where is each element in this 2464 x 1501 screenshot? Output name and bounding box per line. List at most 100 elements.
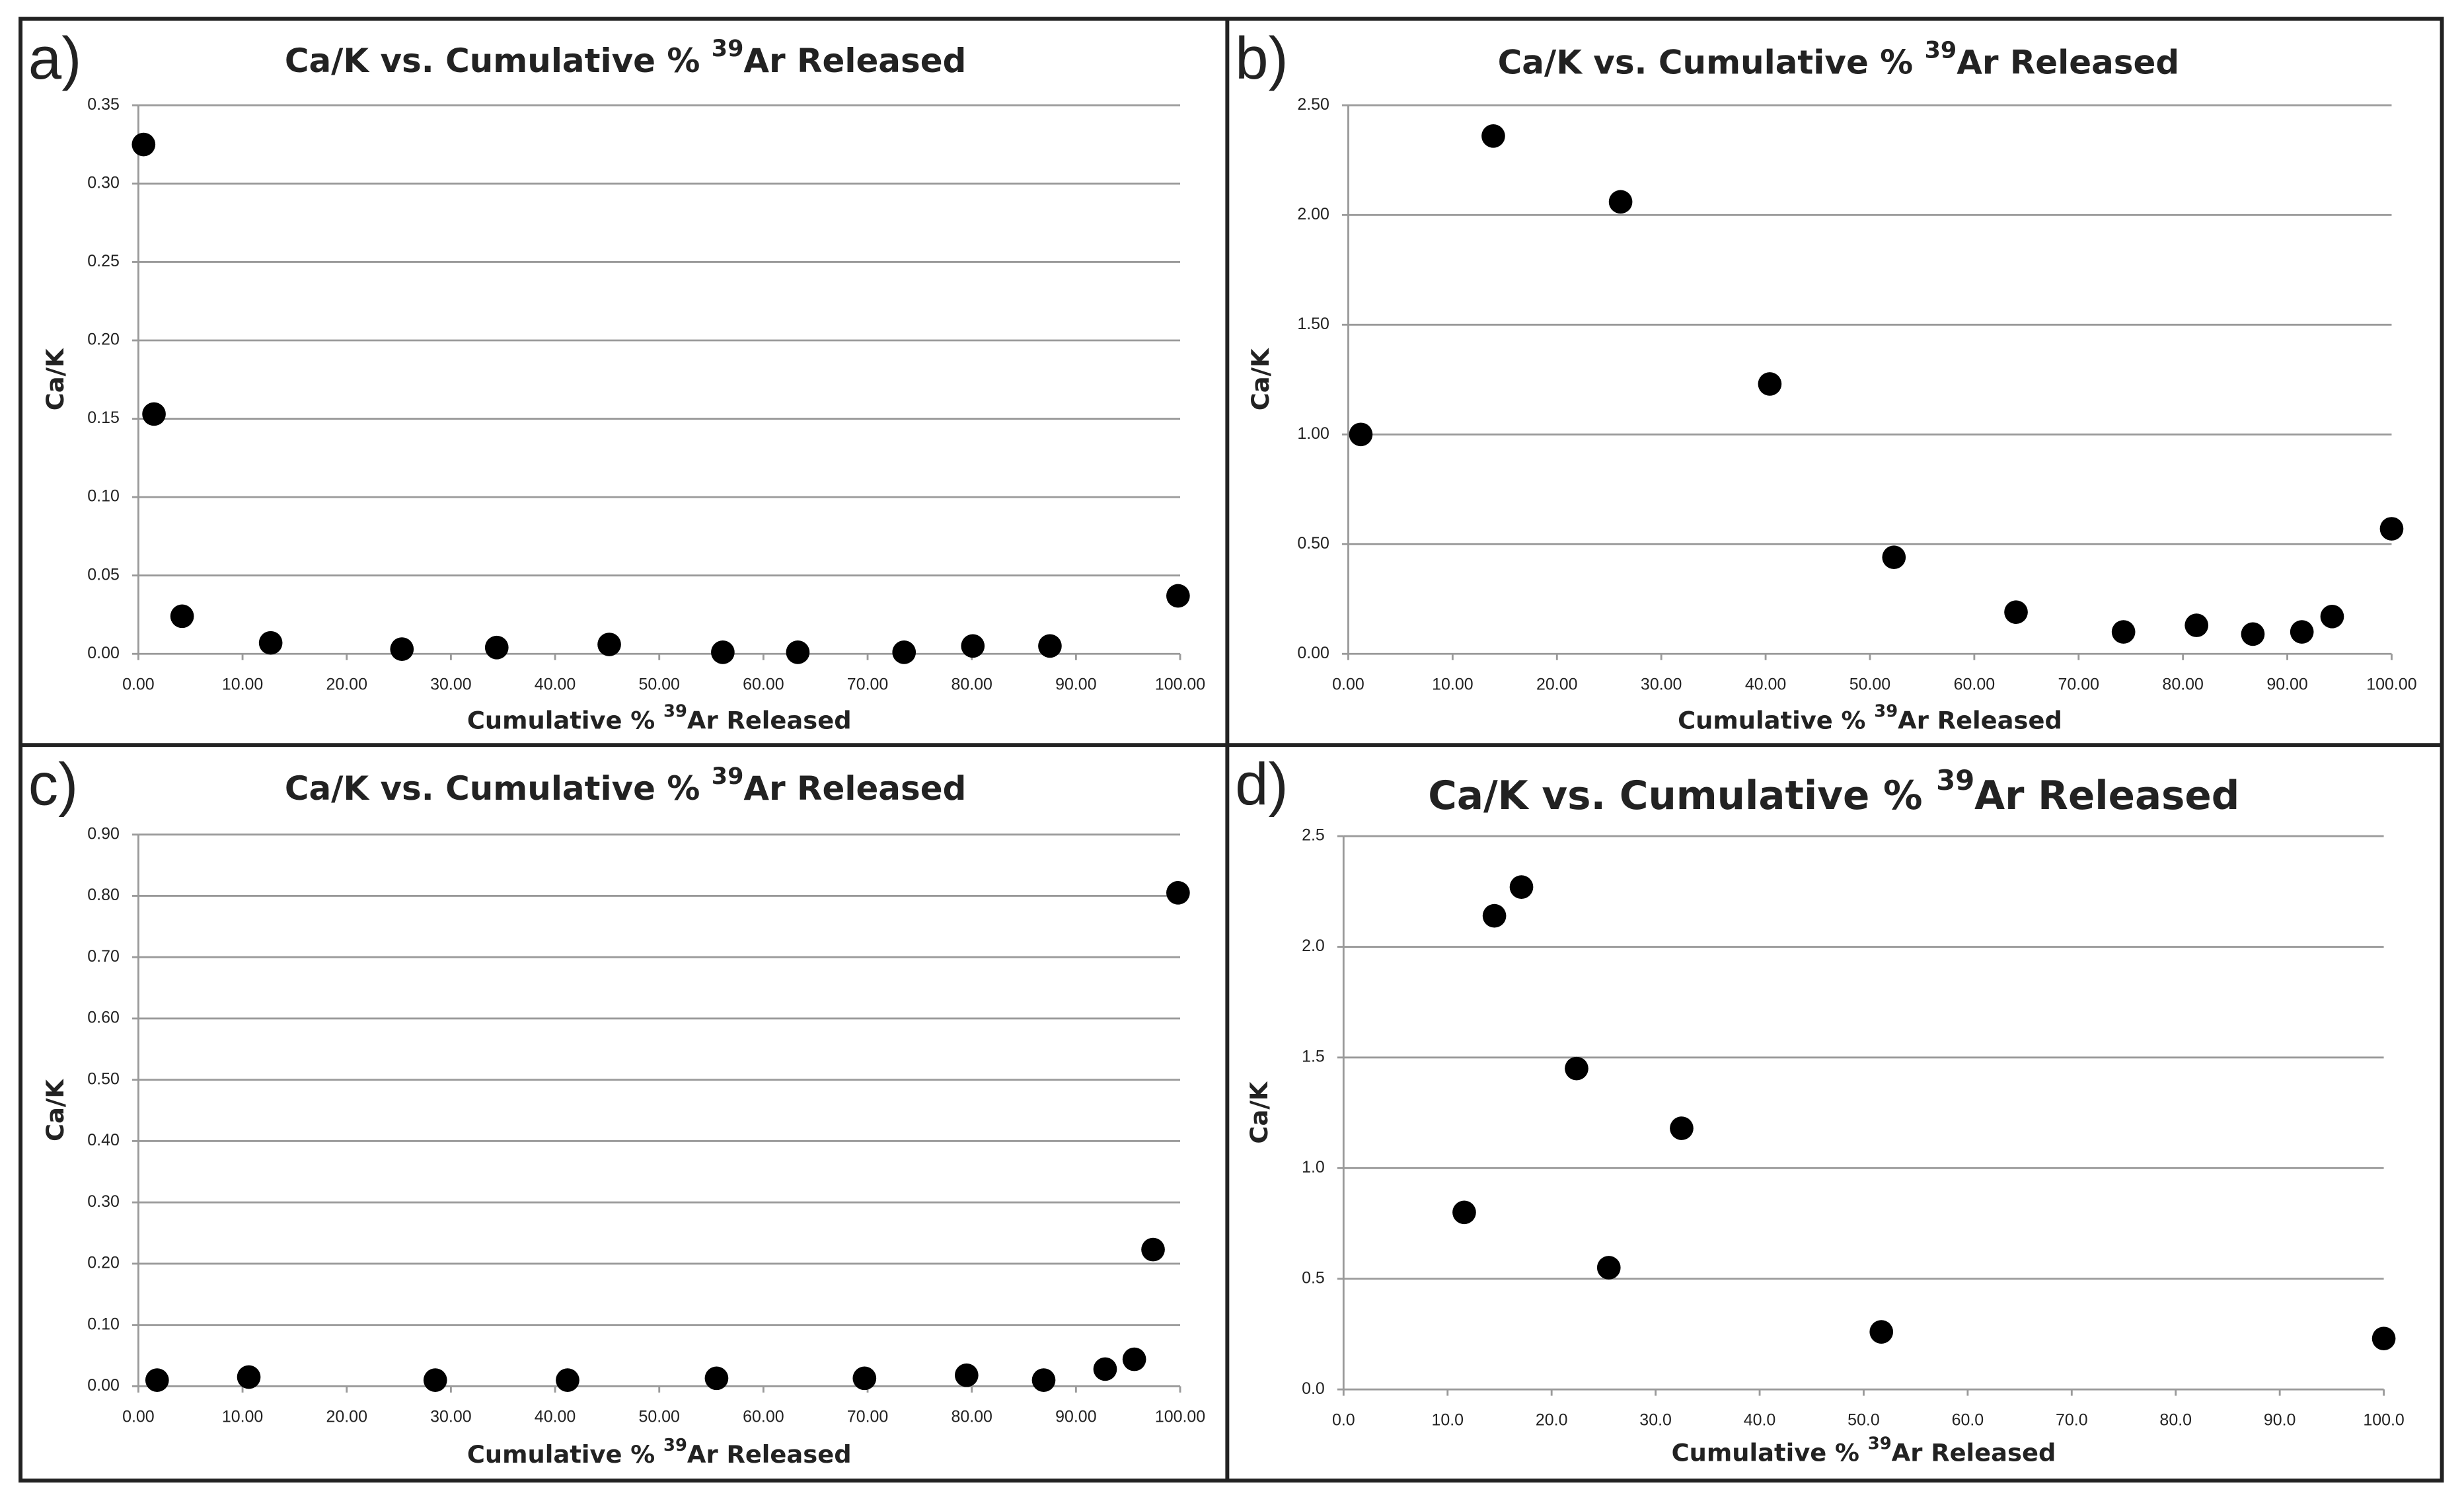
y-tick-label: 0.0 bbox=[1302, 1379, 1325, 1398]
x-tick-label: 20.00 bbox=[326, 1408, 367, 1426]
scatter-point bbox=[2379, 517, 2404, 541]
y-tick-label: 1.50 bbox=[1297, 315, 1329, 333]
scatter-point bbox=[786, 640, 810, 664]
y-tick-label: 0.90 bbox=[87, 824, 120, 843]
scatter-point bbox=[556, 1368, 579, 1392]
chart-title-part: Ar Released bbox=[1957, 43, 2179, 81]
scatter-point bbox=[1482, 904, 1507, 928]
chart-title-part: Ca/K vs. Cumulative % bbox=[1428, 773, 1936, 819]
x-tick-label: 0.00 bbox=[1332, 675, 1364, 693]
chart-title-superscript: 39 bbox=[1925, 37, 1957, 63]
chart-title-part: Ca/K vs. Cumulative % bbox=[285, 42, 712, 80]
x-tick-label: 90.00 bbox=[2266, 675, 2307, 693]
x-tick-label: 100.0 bbox=[2363, 1410, 2404, 1429]
y-tick-label: 0.70 bbox=[87, 947, 120, 966]
x-tick-label: 70.00 bbox=[2058, 675, 2099, 693]
y-tick-label: 0.10 bbox=[87, 1315, 120, 1333]
scatter-point bbox=[1608, 190, 1633, 214]
scatter-point bbox=[1882, 545, 1906, 570]
x-tick-label: 30.0 bbox=[1639, 1410, 1672, 1429]
scatter-point bbox=[131, 132, 156, 157]
chart-title-part: Ar Released bbox=[743, 769, 966, 808]
scatter-point bbox=[1481, 124, 1505, 148]
panel-label: a) bbox=[28, 25, 81, 92]
scatter-point bbox=[2241, 622, 2265, 646]
scatter-point bbox=[1038, 634, 1062, 658]
scatter-point bbox=[1166, 880, 1190, 905]
x-tick-label: 100.00 bbox=[2366, 675, 2416, 693]
x-tick-label: 30.00 bbox=[430, 675, 471, 693]
scatter-point bbox=[954, 1363, 979, 1387]
x-tick-label: 40.00 bbox=[535, 675, 576, 693]
x-tick-label: 0.00 bbox=[122, 675, 155, 693]
scatter-point bbox=[2320, 604, 2344, 629]
y-tick-label: 1.5 bbox=[1302, 1048, 1325, 1066]
x-axis-label-part: Cumulative % bbox=[1672, 1438, 1868, 1467]
chart-title-part: Ar Released bbox=[1974, 773, 2239, 819]
scatter-point bbox=[1122, 1347, 1146, 1371]
scatter-point bbox=[423, 1368, 447, 1392]
x-tick-label: 60.00 bbox=[743, 675, 784, 693]
scatter-point bbox=[1758, 372, 1782, 396]
y-tick-label: 0.05 bbox=[87, 565, 120, 584]
chart-title-superscript: 39 bbox=[712, 763, 744, 790]
scatter-point bbox=[1509, 875, 1534, 899]
x-tick-label: 90.00 bbox=[1055, 675, 1096, 693]
x-axis-label-part: Cumulative % bbox=[467, 706, 663, 734]
y-tick-label: 0.10 bbox=[87, 487, 120, 506]
scatter-point bbox=[237, 1365, 261, 1389]
scatter-point bbox=[484, 635, 509, 660]
y-tick-label: 1.00 bbox=[1297, 424, 1329, 443]
y-tick-label: 2.50 bbox=[1297, 95, 1329, 114]
scatter-point bbox=[2290, 620, 2314, 644]
y-tick-label: 0.50 bbox=[87, 1069, 120, 1088]
y-tick-label: 0.40 bbox=[87, 1131, 120, 1149]
scatter-point bbox=[1869, 1320, 1894, 1344]
chart-title-superscript: 39 bbox=[712, 36, 744, 62]
y-axis-label: Ca/K bbox=[1246, 348, 1275, 410]
scatter-point bbox=[1031, 1368, 1056, 1392]
x-tick-label: 40.00 bbox=[535, 1408, 576, 1426]
x-axis-label: Cumulative % 39Ar Released bbox=[1672, 1434, 2056, 1467]
y-tick-label: 0.50 bbox=[1297, 534, 1329, 553]
scatter-point bbox=[711, 640, 735, 664]
y-tick-label: 0.80 bbox=[87, 886, 120, 904]
x-tick-label: 70.0 bbox=[2056, 1410, 2088, 1429]
y-tick-label: 1.0 bbox=[1302, 1158, 1325, 1176]
x-tick-label: 80.00 bbox=[951, 675, 992, 693]
x-tick-label: 30.00 bbox=[430, 1408, 471, 1426]
x-tick-label: 10.0 bbox=[1431, 1410, 1464, 1429]
x-tick-label: 10.00 bbox=[1432, 675, 1473, 693]
scatter-point bbox=[892, 640, 916, 664]
scatter-point bbox=[2004, 600, 2028, 625]
scatter-point bbox=[258, 631, 283, 655]
x-axis-label: Cumulative % 39Ar Released bbox=[467, 1436, 852, 1469]
chart-title-superscript: 39 bbox=[1936, 764, 1974, 796]
x-tick-label: 100.00 bbox=[1155, 675, 1205, 693]
y-tick-label: 0.35 bbox=[87, 95, 120, 114]
outer-border bbox=[19, 17, 2444, 1483]
scatter-point bbox=[170, 604, 194, 629]
y-tick-label: 0.60 bbox=[87, 1009, 120, 1027]
x-axis-label-superscript: 39 bbox=[663, 1436, 687, 1455]
panel-label: c) bbox=[28, 751, 78, 818]
scatter-point bbox=[1452, 1200, 1476, 1225]
x-tick-label: 20.0 bbox=[1536, 1410, 1568, 1429]
y-tick-label: 2.5 bbox=[1302, 826, 1325, 845]
scatter-point bbox=[2371, 1327, 2396, 1350]
x-tick-label: 80.00 bbox=[951, 1408, 992, 1426]
chart-title-part: Ar Released bbox=[743, 42, 966, 80]
scatter-point bbox=[1349, 422, 1373, 447]
x-tick-label: 20.00 bbox=[326, 675, 367, 693]
scatter-point bbox=[142, 402, 166, 426]
chart-title: Ca/K vs. Cumulative % 39Ar Released bbox=[285, 36, 966, 80]
y-tick-label: 0.00 bbox=[87, 1376, 120, 1395]
chart-title: Ca/K vs. Cumulative % 39Ar Released bbox=[285, 763, 966, 808]
x-axis-label-part: Cumulative % bbox=[1678, 706, 1874, 734]
x-axis-label-part: Cumulative % bbox=[467, 1440, 663, 1469]
x-axis-label-part: Ar Released bbox=[687, 706, 852, 734]
scatter-point bbox=[704, 1366, 729, 1391]
x-axis-label: Cumulative % 39Ar Released bbox=[467, 701, 852, 734]
scatter-point bbox=[2111, 620, 2136, 644]
